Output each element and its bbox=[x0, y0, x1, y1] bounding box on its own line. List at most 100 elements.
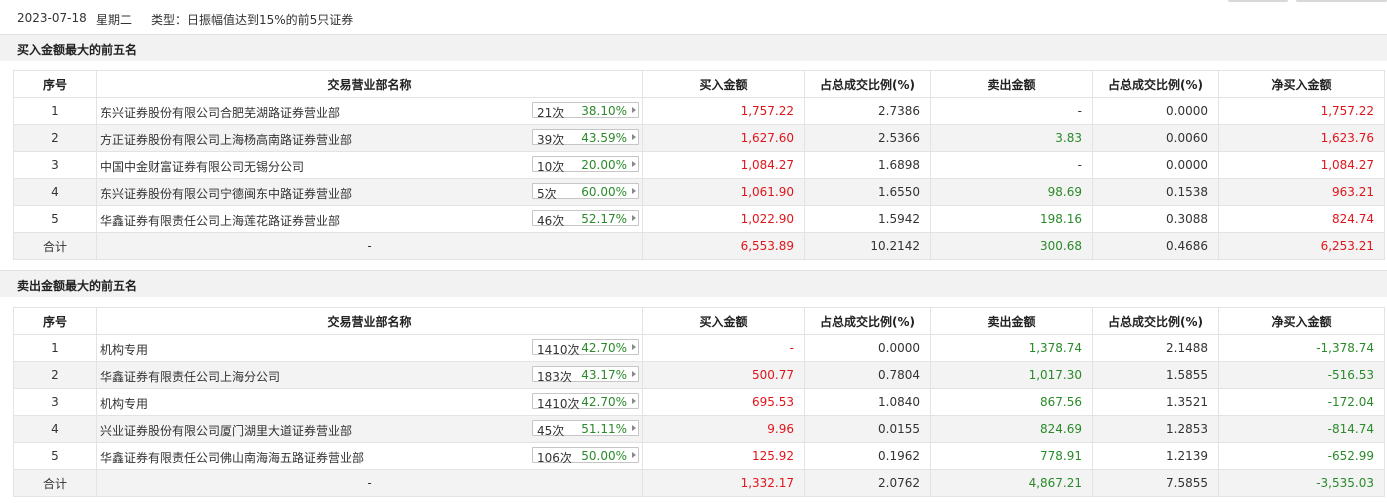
branch-stats-button[interactable]: 45次 51.11% bbox=[532, 420, 639, 438]
buy-amount: 695.53 bbox=[642, 388, 805, 416]
branch-cell: 华鑫证券有限责任公司佛山南海海五路证券营业部 106次 50.00% bbox=[96, 442, 643, 470]
total-sell-amount: 300.68 bbox=[930, 232, 1093, 260]
branch-stats-button[interactable]: 39次 43.59% bbox=[532, 129, 639, 147]
branch-cell: 中国中金财富证券有限公司无锡分公司 10次 20.00% bbox=[96, 151, 643, 179]
total-buy-ratio: 10.2142 bbox=[804, 232, 931, 260]
total-net-buy: 6,253.21 bbox=[1218, 232, 1385, 260]
net-buy-amount: -814.74 bbox=[1218, 415, 1385, 443]
branch-stats-button[interactable]: 1410次 42.70% bbox=[532, 393, 639, 411]
branch-rate: 43.59% bbox=[581, 131, 627, 145]
total-label: 合计 bbox=[13, 469, 97, 497]
branch-cell: 兴业证券股份有限公司厦门湖里大道证券营业部 45次 51.11% bbox=[96, 415, 643, 443]
buy-ratio: 2.5366 bbox=[804, 124, 931, 152]
branch-rate: 20.00% bbox=[581, 158, 627, 172]
table-row: 3 机构专用 1410次 42.70% 695.53 1.0840 867.56 1.3521… bbox=[13, 388, 1385, 416]
table-row: 3 中国中金财富证券有限公司无锡分公司 10次 20.00% 1,084.27 1.689… bbox=[13, 151, 1385, 179]
net-buy-amount: 1,623.76 bbox=[1218, 124, 1385, 152]
buy-ratio: 2.7386 bbox=[804, 97, 931, 125]
type-description: 类型：日振幅值达到15%的前5只证券 bbox=[151, 13, 354, 27]
branch-cell: 华鑫证券有限责任公司上海莲花路证券营业部 46次 52.17% bbox=[96, 205, 643, 233]
branch-rate: 38.10% bbox=[581, 104, 627, 118]
buy-ratio: 0.0000 bbox=[804, 334, 931, 362]
branch-times: 106次 bbox=[537, 451, 572, 465]
net-buy-amount: -652.99 bbox=[1218, 442, 1385, 470]
net-buy-amount: -516.53 bbox=[1218, 361, 1385, 389]
row-index: 1 bbox=[13, 334, 97, 362]
branch-name: 中国中金财富证券有限公司无锡分公司 bbox=[100, 160, 305, 174]
buy-section-label: 买入金额最大的前五名 bbox=[17, 43, 138, 57]
sell-ratio: 0.0000 bbox=[1092, 97, 1219, 125]
top-tab-edge bbox=[1296, 0, 1387, 2]
weekday: 星期二 bbox=[96, 13, 133, 27]
branch-stats-button[interactable]: 21次 38.10% bbox=[532, 102, 639, 120]
buy-ratio: 1.5942 bbox=[804, 205, 931, 233]
sell-ratio: 1.3521 bbox=[1092, 388, 1219, 416]
branch-name: 华鑫证券有限责任公司佛山南海海五路证券营业部 bbox=[100, 451, 365, 465]
buy-amount: 1,627.60 bbox=[642, 124, 805, 152]
sell-amount: - bbox=[930, 151, 1093, 179]
branch-cell: 机构专用 1410次 42.70% bbox=[96, 334, 643, 362]
branch-stats-button[interactable]: 46次 52.17% bbox=[532, 210, 639, 228]
total-row: 合计 -6,553.89 10.2142 300.68 0.4686 6,253.21 bbox=[13, 232, 1385, 260]
table-row: 4 兴业证券股份有限公司厦门湖里大道证券营业部 45次 51.11% 9.96 0.015… bbox=[13, 415, 1385, 443]
net-buy-amount: -1,378.74 bbox=[1218, 334, 1385, 362]
branch-times: 1410次 bbox=[537, 397, 580, 411]
table-row: 1 机构专用 1410次 42.70% -0.0000 1,378.74 2.1488 -1,… bbox=[13, 334, 1385, 362]
branch-stats-button[interactable]: 10次 20.00% bbox=[532, 156, 639, 174]
expand-arrow-icon bbox=[632, 371, 636, 377]
branch-rate: 50.00% bbox=[581, 449, 627, 463]
sell-ratio: 0.0060 bbox=[1092, 124, 1219, 152]
total-branch: - bbox=[96, 232, 643, 260]
branch-name: 兴业证券股份有限公司厦门湖里大道证券营业部 bbox=[100, 424, 353, 438]
expand-arrow-icon bbox=[632, 452, 636, 458]
branch-times: 1410次 bbox=[537, 343, 580, 357]
col-buy-ratio: 占总成交比例(%) bbox=[804, 70, 931, 98]
expand-arrow-icon bbox=[632, 398, 636, 404]
sell-ratio: 1.2853 bbox=[1092, 415, 1219, 443]
branch-rate: 42.70% bbox=[581, 395, 627, 409]
sell-amount: 867.56 bbox=[930, 388, 1093, 416]
row-index: 1 bbox=[13, 97, 97, 125]
row-index: 4 bbox=[13, 178, 97, 206]
sell-section-title: 卖出金额最大的前五名 bbox=[0, 270, 1387, 297]
expand-arrow-icon bbox=[632, 161, 636, 167]
branch-cell: 东兴证券股份有限公司合肥芜湖路证券营业部 21次 38.10% bbox=[96, 97, 643, 125]
buy-ratio: 0.1962 bbox=[804, 442, 931, 470]
expand-arrow-icon bbox=[632, 107, 636, 113]
branch-stats-button[interactable]: 106次 50.00% bbox=[532, 447, 639, 465]
table-row: 4 东兴证券股份有限公司宁德闽东中路证券营业部 5次 60.00% 1,061.90 1.… bbox=[13, 178, 1385, 206]
total-sell-ratio: 7.5855 bbox=[1092, 469, 1219, 497]
trade-date: 2023-07-18 bbox=[17, 11, 87, 25]
branch-stats-button[interactable]: 5次 60.00% bbox=[532, 183, 639, 201]
branch-rate: 51.11% bbox=[581, 422, 627, 436]
sell-amount: 1,378.74 bbox=[930, 334, 1093, 362]
sell-ratio: 1.5855 bbox=[1092, 361, 1219, 389]
branch-cell: 机构专用 1410次 42.70% bbox=[96, 388, 643, 416]
col-branch-name: 交易营业部名称 bbox=[96, 70, 643, 98]
sell-amount: 778.91 bbox=[930, 442, 1093, 470]
branch-name: 华鑫证券有限责任公司上海莲花路证券营业部 bbox=[100, 214, 341, 228]
branch-stats-button[interactable]: 183次 43.17% bbox=[532, 366, 639, 384]
branch-cell: 东兴证券股份有限公司宁德闽东中路证券营业部 5次 60.00% bbox=[96, 178, 643, 206]
branch-rate: 60.00% bbox=[581, 185, 627, 199]
branch-times: 5次 bbox=[537, 187, 557, 201]
sell-ratio: 0.1538 bbox=[1092, 178, 1219, 206]
expand-arrow-icon bbox=[632, 215, 636, 221]
top-info-bar: 2023-07-18 星期二 类型：日振幅值达到15%的前5只证券 bbox=[0, 0, 1387, 34]
row-index: 5 bbox=[13, 442, 97, 470]
branch-name: 机构专用 bbox=[100, 343, 149, 357]
buy-top5-table: 序号 交易营业部名称 买入金额 占总成交比例(%) 卖出金额 占总成交比例(%)… bbox=[13, 70, 1385, 260]
net-buy-amount: 1,084.27 bbox=[1218, 151, 1385, 179]
sell-ratio: 0.3088 bbox=[1092, 205, 1219, 233]
total-label: 合计 bbox=[13, 232, 97, 260]
branch-name: 东兴证券股份有限公司宁德闽东中路证券营业部 bbox=[100, 187, 353, 201]
sell-amount: 3.83 bbox=[930, 124, 1093, 152]
total-buy-ratio: 2.0762 bbox=[804, 469, 931, 497]
branch-stats-button[interactable]: 1410次 42.70% bbox=[532, 339, 639, 357]
buy-amount: 1,061.90 bbox=[642, 178, 805, 206]
col-net-buy: 净买入金额 bbox=[1218, 70, 1385, 98]
sell-amount: 198.16 bbox=[930, 205, 1093, 233]
expand-arrow-icon bbox=[632, 134, 636, 140]
sell-amount: 98.69 bbox=[930, 178, 1093, 206]
col-branch-name: 交易营业部名称 bbox=[96, 307, 643, 335]
